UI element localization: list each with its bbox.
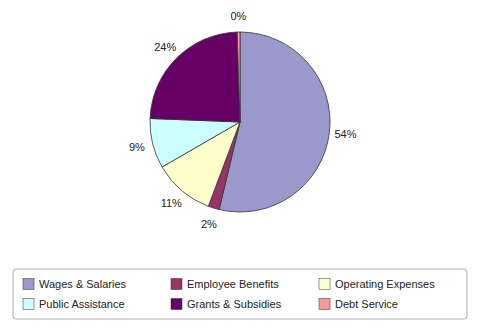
legend-swatch: [23, 279, 34, 290]
legend-item: Employee Benefits: [171, 278, 279, 290]
legend-frame: [13, 269, 467, 319]
data-label: 2%: [201, 218, 217, 230]
legend-swatch: [171, 299, 182, 310]
chart-container: 54% 2% 11% 9% 24% 0% Wages & Salaries Employee …: [0, 0, 480, 333]
data-labels: 54% 2% 11% 9% 24% 0%: [129, 10, 357, 230]
legend: Wages & Salaries Employee Benefits Operati…: [13, 269, 467, 319]
legend-label: Debt Service: [335, 298, 398, 310]
legend-label: Employee Benefits: [187, 278, 279, 290]
legend-item: Public Assistance: [23, 298, 125, 310]
legend-item: Operating Expenses: [319, 278, 435, 290]
data-label: 9%: [129, 141, 145, 153]
pie-slice: [150, 32, 240, 122]
legend-swatch: [23, 299, 34, 310]
legend-label: Public Assistance: [39, 298, 125, 310]
legend-swatch: [171, 279, 182, 290]
legend-swatch: [319, 279, 330, 290]
data-label: 0%: [230, 10, 246, 22]
data-label: 11%: [161, 197, 182, 209]
pie-slice: [237, 32, 240, 122]
legend-item: Grants & Subsidies: [171, 298, 282, 310]
legend-label: Wages & Salaries: [39, 278, 127, 290]
data-label: 24%: [154, 41, 176, 53]
legend-item: Wages & Salaries: [23, 278, 127, 290]
data-label: 54%: [334, 128, 356, 140]
legend-label: Operating Expenses: [335, 278, 435, 290]
legend-item: Debt Service: [319, 298, 398, 310]
legend-label: Grants & Subsidies: [187, 298, 282, 310]
legend-swatch: [319, 299, 330, 310]
slices: [150, 32, 330, 212]
chart: 54% 2% 11% 9% 24% 0% Wages & Salaries Employee …: [0, 0, 480, 333]
pie-slice: [150, 118, 240, 167]
